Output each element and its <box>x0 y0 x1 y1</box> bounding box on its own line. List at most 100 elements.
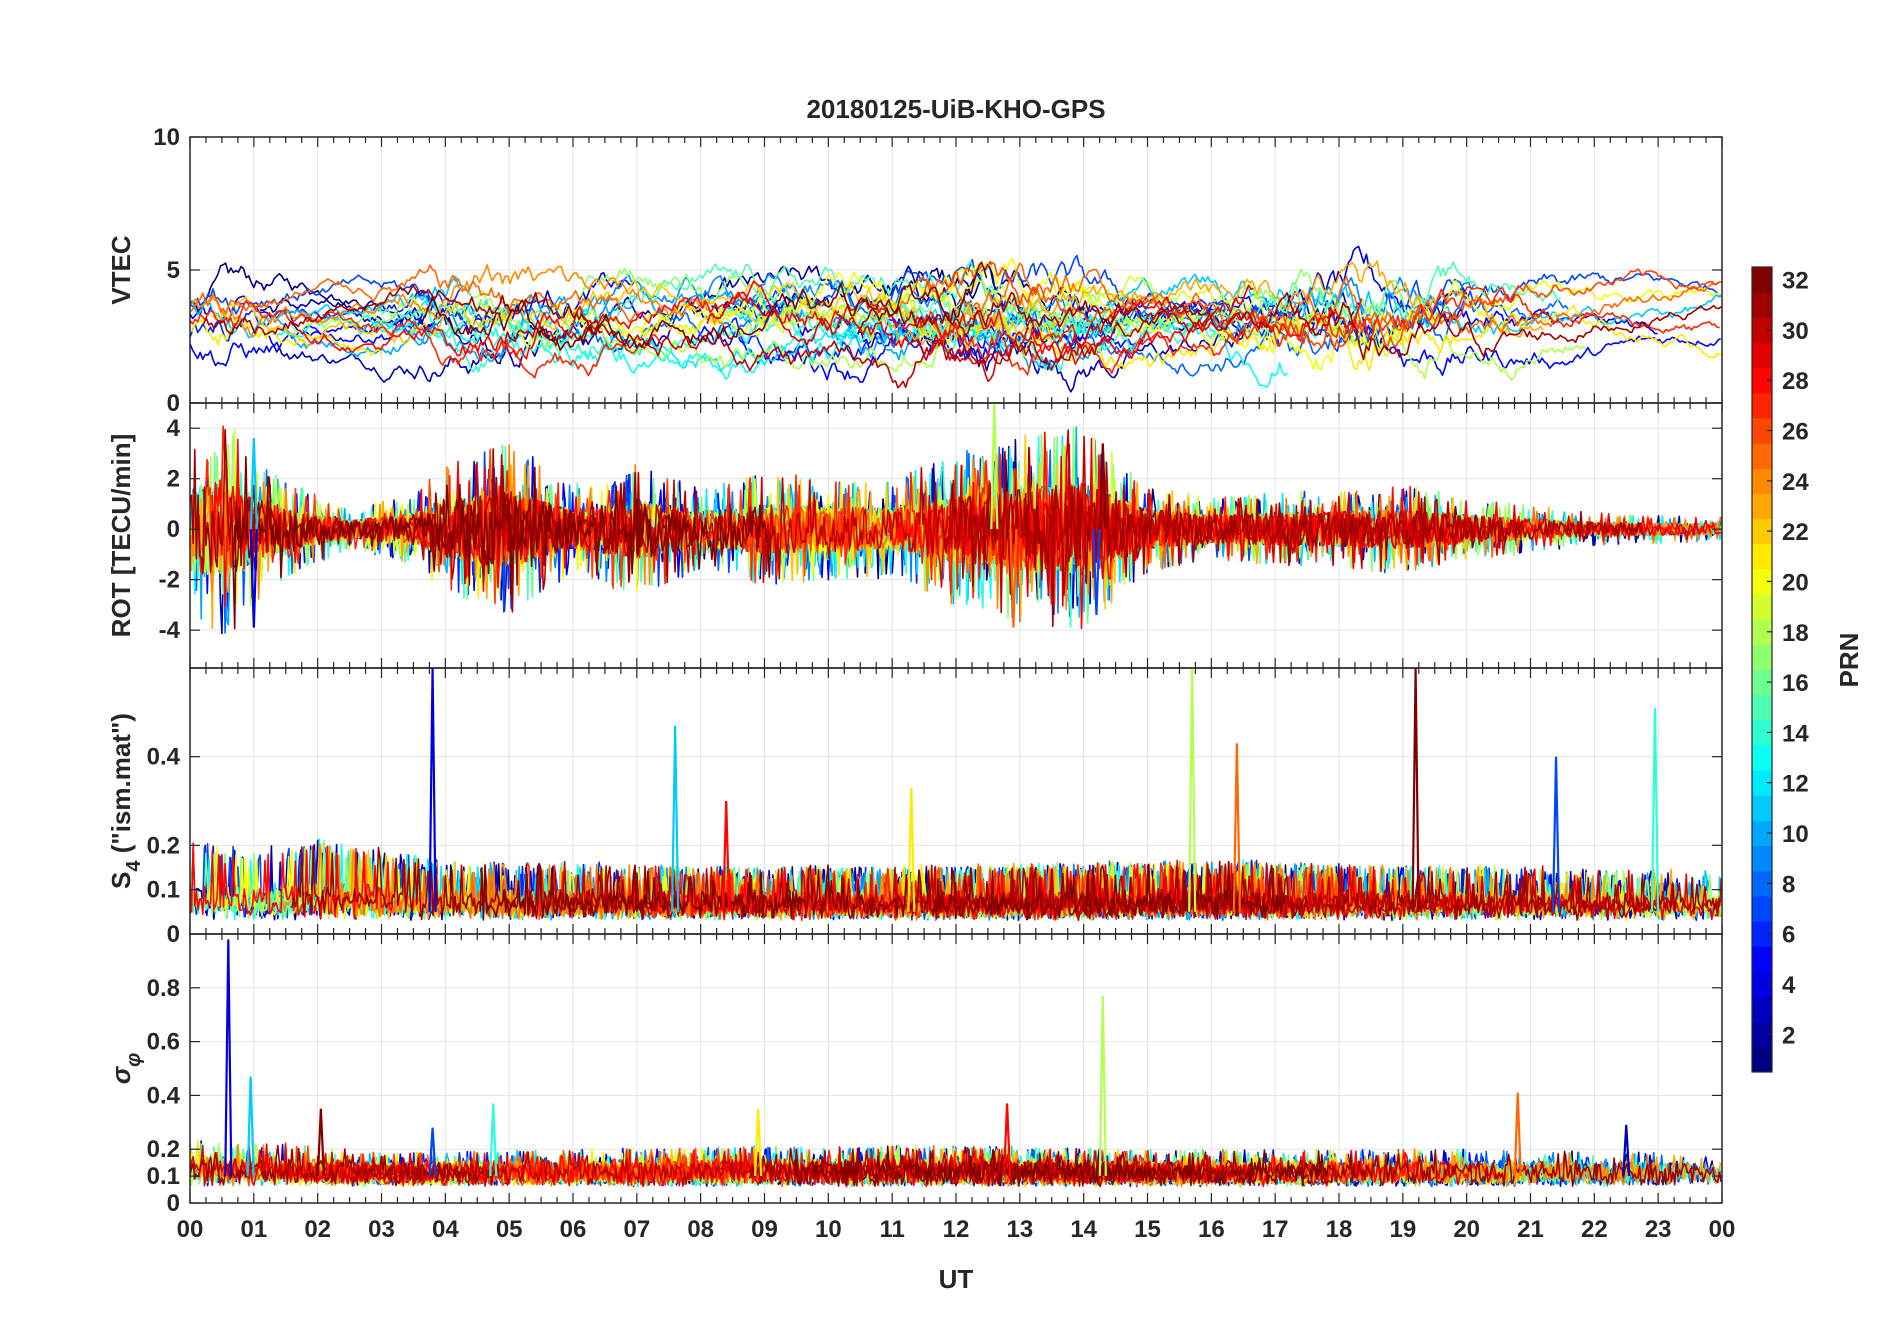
colorbar-tick-label: 8 <box>1782 871 1795 898</box>
y-tick-label: 10 <box>153 124 180 151</box>
series-line-prn-31 <box>941 446 1644 628</box>
y-axis-label: VTEC <box>106 235 136 305</box>
y-axis-label: S4 ("ism.mat") <box>106 713 145 889</box>
colorbar-swatch <box>1752 468 1772 494</box>
y-tick-label: 0.6 <box>147 1029 180 1056</box>
colorbar-swatch <box>1752 267 1772 293</box>
colorbar-label: PRN <box>1834 633 1864 688</box>
colorbar-swatch <box>1752 417 1772 444</box>
peak-mark <box>1188 668 1197 912</box>
x-axis-label: UT <box>939 1264 974 1294</box>
peak-mark <box>1232 743 1241 912</box>
y-tick-label: 4 <box>167 415 181 442</box>
colorbar-swatch <box>1752 367 1772 394</box>
x-tick-label: 07 <box>623 1216 650 1243</box>
x-tick-label: 00 <box>1709 1216 1736 1243</box>
colorbar-tick-label: 26 <box>1782 419 1809 446</box>
peak-mark <box>1002 1103 1012 1177</box>
series-line-prn-24 <box>190 264 726 338</box>
peak-mark <box>249 529 258 628</box>
chart-title: 20180125-UiB-KHO-GPS <box>806 94 1105 124</box>
colorbar-tick-label: 2 <box>1782 1022 1795 1049</box>
colorbar-swatch <box>1752 870 1772 897</box>
y-tick-label: -2 <box>159 567 180 594</box>
x-tick-label: 22 <box>1581 1216 1608 1243</box>
x-tick-label: 16 <box>1198 1216 1225 1243</box>
x-tick-label: 04 <box>432 1216 459 1243</box>
colorbar-swatch <box>1752 342 1772 369</box>
colorbar-swatch <box>1752 1021 1772 1048</box>
x-tick-label: 02 <box>304 1216 331 1243</box>
colorbar-swatch <box>1752 895 1772 922</box>
colorbar-tick-label: 16 <box>1782 670 1809 697</box>
colorbar-swatch <box>1752 770 1772 796</box>
peak-mark <box>1411 668 1420 912</box>
y-tick-label: 0.4 <box>147 1082 181 1109</box>
series-group <box>190 403 1722 635</box>
series-line-prn-17 <box>576 267 1443 340</box>
series-line-prn-30 <box>554 861 1673 922</box>
colorbar-frame <box>1751 266 1773 1073</box>
x-tick-label: 21 <box>1517 1216 1544 1243</box>
series-line-prn-27 <box>917 286 1720 376</box>
colorbar-swatch <box>1752 744 1772 771</box>
peak-mark <box>246 1076 255 1177</box>
x-axis: 00 01 02 03 04 05 06 07 08 09 10 11 12 13 14 15 16 17 18 19… <box>177 1216 1736 1243</box>
peak-mark <box>249 438 258 530</box>
series-line-prn-27 <box>190 299 664 379</box>
x-tick-label: 08 <box>687 1216 714 1243</box>
panel-3: 00.10.20.4S4 ("ism.mat") <box>106 667 1723 948</box>
colorbar-swatch <box>1752 996 1772 1023</box>
y-label-rest: ("ism.mat") <box>106 713 136 860</box>
colorbar-tick-label: 28 <box>1782 368 1809 395</box>
colorbar-swatch <box>1752 921 1772 947</box>
x-tick-label: 14 <box>1070 1216 1097 1243</box>
peak-mark <box>671 725 680 912</box>
colorbar-swatch <box>1752 971 1772 998</box>
colorbar-tick-label: 14 <box>1782 720 1809 747</box>
peak-mark <box>907 787 916 912</box>
peak-mark <box>1098 995 1107 1177</box>
colorbar-swatch <box>1752 317 1772 343</box>
x-tick-label: 19 <box>1389 1216 1416 1243</box>
peak-mark <box>990 403 999 530</box>
y-axis-label: σφ <box>106 1053 145 1084</box>
y-tick-label: 0 <box>167 390 180 417</box>
peak-mark <box>1551 756 1561 912</box>
series-line-prn-25 <box>896 262 1722 334</box>
colorbar-swatch <box>1752 669 1772 696</box>
peak-mark <box>1092 529 1101 616</box>
x-tick-label: 01 <box>240 1216 267 1243</box>
x-tick-label: 05 <box>496 1216 523 1243</box>
colorbar-swatch <box>1752 795 1772 821</box>
y-tick-label: 2 <box>167 466 180 493</box>
y-tick-label: 0 <box>167 921 180 948</box>
colorbar-tick-label: 32 <box>1782 268 1809 295</box>
series-line-prn-31 <box>939 860 1722 921</box>
y-tick-label: 0 <box>167 1190 180 1217</box>
series-line-prn-28 <box>190 842 394 920</box>
y-tick-label: 0.2 <box>147 1136 180 1163</box>
x-tick-label: 23 <box>1645 1216 1672 1243</box>
y-label-sub: φ <box>123 1053 145 1067</box>
colorbar-tick-label: 10 <box>1782 821 1809 848</box>
panel-4: 00.10.2 0.4 0.6 0.8 σφ <box>106 933 1723 1217</box>
colorbar-swatch <box>1752 820 1772 847</box>
colorbar-tick-label: 4 <box>1782 972 1796 999</box>
peak-mark <box>722 800 731 912</box>
y-tick-label: 0.2 <box>147 832 180 859</box>
x-tick-label: 10 <box>815 1216 842 1243</box>
y-label-main: S <box>106 872 136 889</box>
x-tick-label: 03 <box>368 1216 395 1243</box>
y-tick-label: -4 <box>159 617 181 644</box>
series-line-prn-31 <box>202 284 603 336</box>
peak-mark <box>1513 1092 1522 1177</box>
series-group <box>190 668 1722 922</box>
colorbar-swatch <box>1752 946 1772 972</box>
peak-mark <box>316 1108 325 1177</box>
series-line-prn-26 <box>920 261 1721 350</box>
